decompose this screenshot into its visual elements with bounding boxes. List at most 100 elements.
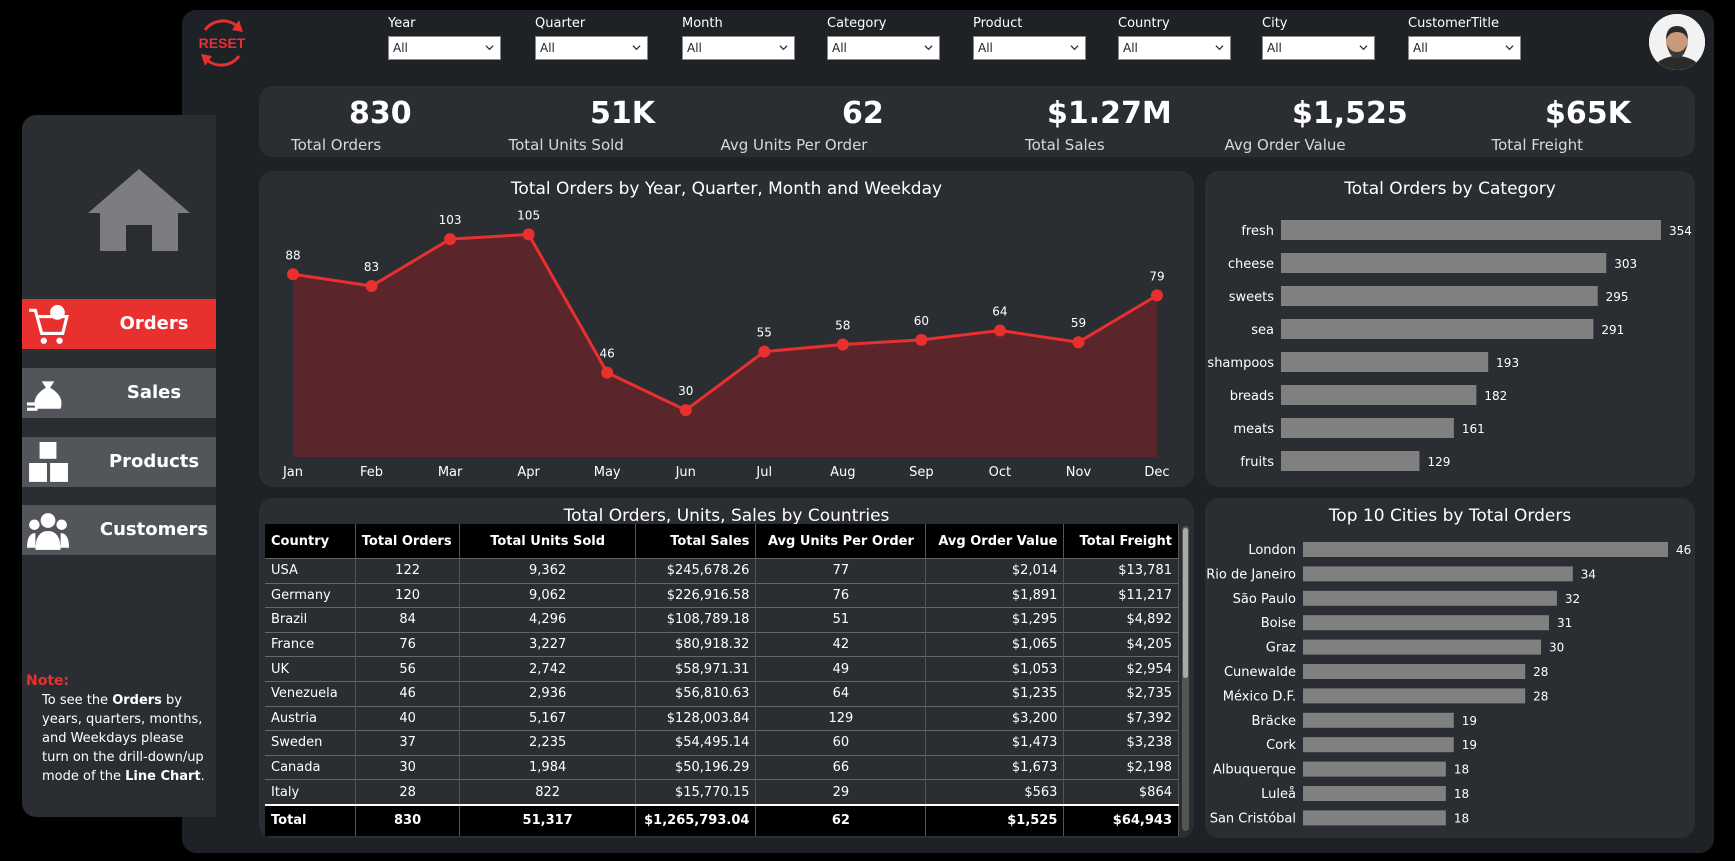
x-tick-label: Apr xyxy=(517,465,540,480)
x-tick-label: Dec xyxy=(1144,465,1169,480)
city-value: 19 xyxy=(1462,714,1477,728)
category-bar[interactable] xyxy=(1281,451,1420,471)
filter-dropdown[interactable]: All xyxy=(1262,36,1375,60)
nav-sales[interactable]: Sales xyxy=(22,368,216,418)
avatar-icon xyxy=(1649,14,1705,70)
line-point[interactable] xyxy=(915,333,928,346)
column-header[interactable]: Total Sales xyxy=(635,524,757,559)
line-chart[interactable]: 88 Jan 83 Feb 103 Mar 105 Apr 46 May 30 Jun 55 Jul 58 A… xyxy=(259,171,1194,487)
line-point[interactable] xyxy=(679,404,692,417)
table-row[interactable]: France 76 3,227 $80,918.32 42 $1,065 $4,205 xyxy=(265,631,1179,657)
city-bar[interactable] xyxy=(1303,688,1526,704)
line-point[interactable] xyxy=(758,345,771,358)
city-value: 28 xyxy=(1533,665,1548,679)
line-point[interactable] xyxy=(1072,336,1085,349)
reset-icon: RESET xyxy=(199,19,246,67)
city-bar[interactable] xyxy=(1303,712,1454,728)
category-value: 303 xyxy=(1614,257,1637,271)
nav-products[interactable]: Products xyxy=(22,437,216,487)
total-cell: 62 xyxy=(755,803,927,836)
x-tick-label: Jul xyxy=(755,465,772,480)
city-bar[interactable] xyxy=(1303,615,1549,631)
scrollbar-thumb[interactable] xyxy=(1183,528,1188,678)
column-header[interactable]: Total Units Sold xyxy=(459,524,636,559)
city-bar[interactable] xyxy=(1303,664,1526,679)
kpi-value: 51K xyxy=(590,96,655,131)
city-label: Graz xyxy=(1266,641,1296,656)
category-bar[interactable] xyxy=(1281,352,1489,372)
column-header[interactable]: Country xyxy=(265,524,356,559)
category-bar-chart[interactable]: fresh 354 cheese 303 sweets 295 sea 291 shampoos… xyxy=(1205,171,1695,487)
city-bar[interactable] xyxy=(1303,590,1557,606)
line-point[interactable] xyxy=(993,324,1006,337)
city-bar[interactable] xyxy=(1303,810,1446,826)
filter-dropdown[interactable]: All xyxy=(535,36,648,60)
category-bar[interactable] xyxy=(1281,220,1661,240)
filter-country: Country All xyxy=(1118,16,1231,60)
column-header[interactable]: Total Freight xyxy=(1063,524,1179,559)
filter-label: City xyxy=(1262,16,1288,31)
filter-dropdown[interactable]: All xyxy=(1118,36,1231,60)
column-header[interactable]: Avg Units Per Order xyxy=(755,524,927,559)
table-cell: $56,810.63 xyxy=(635,680,757,707)
filter-dropdown[interactable]: All xyxy=(682,36,795,60)
x-tick-label: Nov xyxy=(1066,465,1092,480)
table-row[interactable]: Germany 120 9,062 $226,916.58 76 $1,891 $11,21… xyxy=(265,582,1179,608)
line-point[interactable] xyxy=(601,366,614,379)
line-point[interactable] xyxy=(444,233,457,246)
table-cell: 76 xyxy=(755,582,927,608)
table-cell: $15,770.15 xyxy=(635,779,757,805)
line-point[interactable] xyxy=(365,279,378,292)
line-point[interactable] xyxy=(836,338,849,351)
line-point[interactable] xyxy=(522,228,535,241)
kpi-label: Avg Order Value xyxy=(1224,136,1346,154)
column-header[interactable]: Total Orders xyxy=(355,524,461,559)
table-cell: $1,295 xyxy=(925,607,1065,633)
category-bar[interactable] xyxy=(1281,253,1607,273)
filter-dropdown[interactable]: All xyxy=(973,36,1086,60)
table-cell: 2,742 xyxy=(459,656,636,682)
category-bar[interactable] xyxy=(1281,418,1454,438)
table-cell: $1,891 xyxy=(925,582,1065,608)
filter-dropdown[interactable]: All xyxy=(1408,36,1521,60)
line-point[interactable] xyxy=(287,268,299,281)
cities-bar-chart[interactable]: London 46 Rio de Janeiro 34 São Paulo 32 Boise… xyxy=(1205,498,1695,838)
table-cell: $1,673 xyxy=(925,754,1065,780)
filter-dropdown[interactable]: All xyxy=(827,36,940,60)
table-cell: $58,971.31 xyxy=(635,656,757,682)
chevron-down-icon xyxy=(1070,45,1079,51)
table-scrollbar[interactable] xyxy=(1182,526,1189,831)
filter-value: All xyxy=(1267,41,1282,55)
line-point[interactable] xyxy=(1151,289,1163,302)
nav-customers[interactable]: Customers xyxy=(22,505,216,555)
category-label: meats xyxy=(1234,422,1275,437)
table-row[interactable]: USA 122 9,362 $245,678.26 77 $2,014 $13,781 xyxy=(265,558,1179,584)
table-row[interactable]: Canada 30 1,984 $50,196.29 66 $1,673 $2,198 xyxy=(265,754,1179,780)
city-bar[interactable] xyxy=(1303,737,1454,753)
user-avatar[interactable] xyxy=(1649,14,1705,70)
table-row[interactable]: Brazil 84 4,296 $108,789.18 51 $1,295 $4,892 xyxy=(265,607,1179,633)
category-bar[interactable] xyxy=(1281,385,1477,405)
nav-orders[interactable]: Orders xyxy=(22,299,216,349)
home-icon[interactable] xyxy=(84,165,194,255)
column-header[interactable]: Avg Order Value xyxy=(925,524,1065,559)
city-bar[interactable] xyxy=(1303,542,1668,557)
line-data-label: 59 xyxy=(1071,316,1086,330)
filter-dropdown[interactable]: All xyxy=(388,36,501,60)
category-bar[interactable] xyxy=(1281,286,1598,306)
table-row[interactable]: Italy 28 822 $15,770.15 29 $563 $864 xyxy=(265,779,1179,805)
table-row[interactable]: UK 56 2,742 $58,971.31 49 $1,053 $2,954 xyxy=(265,656,1179,682)
x-tick-label: Oct xyxy=(989,465,1011,480)
city-bar[interactable] xyxy=(1303,566,1573,582)
table-row[interactable]: Venezuela 46 2,936 $56,810.63 64 $1,235 $2,735 xyxy=(265,680,1179,707)
table-row[interactable]: Sweden 37 2,235 $54,495.14 60 $1,473 $3,238 xyxy=(265,730,1179,756)
category-bar[interactable] xyxy=(1281,319,1594,339)
table-row[interactable]: Austria 40 5,167 $128,003.84 129 $3,200 $7,392 xyxy=(265,705,1179,731)
city-bar[interactable] xyxy=(1303,639,1542,655)
table-cell: 64 xyxy=(755,680,927,707)
reset-button[interactable]: RESET xyxy=(195,16,249,70)
table-cell: Brazil xyxy=(265,607,356,633)
city-bar[interactable] xyxy=(1303,761,1446,777)
chevron-down-icon xyxy=(1215,45,1224,51)
city-bar[interactable] xyxy=(1303,786,1446,801)
